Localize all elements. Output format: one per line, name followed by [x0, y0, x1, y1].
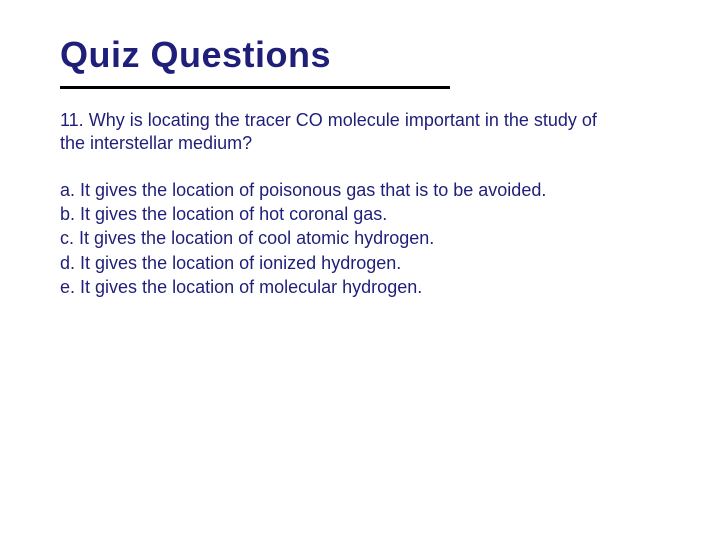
- slide: Quiz Questions 11. Why is locating the t…: [0, 0, 720, 540]
- option-letter: a.: [60, 180, 75, 200]
- question-body: Why is locating the tracer CO molecule i…: [60, 110, 597, 153]
- option-text: It gives the location of molecular hydro…: [80, 277, 422, 297]
- options-list: a. It gives the location of poisonous ga…: [60, 178, 660, 299]
- option-b: b. It gives the location of hot coronal …: [60, 202, 660, 226]
- question-text: 11. Why is locating the tracer CO molecu…: [60, 109, 620, 156]
- option-text: It gives the location of cool atomic hyd…: [79, 228, 434, 248]
- option-c: c. It gives the location of cool atomic …: [60, 226, 660, 250]
- option-a: a. It gives the location of poisonous ga…: [60, 178, 660, 202]
- option-letter: e.: [60, 277, 75, 297]
- option-text: It gives the location of ionized hydroge…: [80, 253, 401, 273]
- title-underline: [60, 86, 450, 89]
- option-letter: b.: [60, 204, 75, 224]
- option-letter: d.: [60, 253, 75, 273]
- option-text: It gives the location of poisonous gas t…: [80, 180, 546, 200]
- option-e: e. It gives the location of molecular hy…: [60, 275, 660, 299]
- option-d: d. It gives the location of ionized hydr…: [60, 251, 660, 275]
- question-number: 11.: [60, 110, 84, 130]
- option-letter: c.: [60, 228, 74, 248]
- slide-title: Quiz Questions: [60, 34, 660, 76]
- option-text: It gives the location of hot coronal gas…: [80, 204, 387, 224]
